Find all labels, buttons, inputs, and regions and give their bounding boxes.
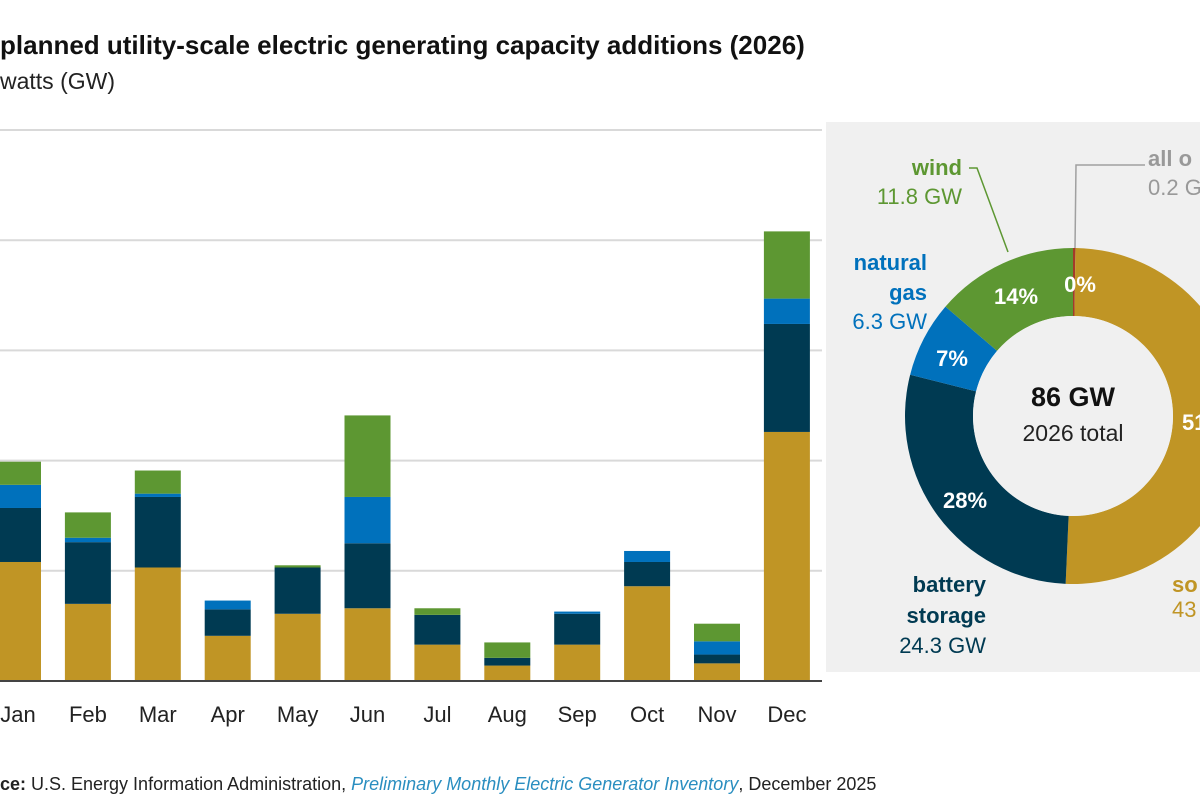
bar-segment-battery-storage-apr [204, 609, 251, 636]
x-tick-label: Jan [0, 702, 35, 727]
bar-segment-battery-storage-may [274, 567, 321, 614]
x-tick-label: Dec [767, 702, 806, 727]
legend-all-other-name: all o [1148, 146, 1192, 171]
bar-segment-solar-may [274, 613, 321, 681]
bar-segment-wind-nov [694, 623, 740, 642]
donut-chart: 86 GW 2026 total [904, 247, 1200, 584]
bar-segment-wind-may [274, 565, 321, 568]
bar-segment-wind-dec [763, 231, 810, 299]
chart-subtitle: watts (GW) [0, 68, 115, 94]
bar-segment-natural-gas-oct [624, 550, 671, 562]
bar-segment-solar-oct [624, 586, 671, 681]
bar-segment-battery-storage-oct [624, 561, 671, 587]
leader-line-all-other [1074, 164, 1145, 249]
bar-segment-solar-aug [484, 665, 531, 681]
bar-segment-natural-gas-dec [763, 298, 810, 324]
bar-segment-wind-jul [414, 608, 461, 615]
source-link[interactable]: Preliminary Monthly Electric Generator I… [351, 774, 739, 794]
bar-segment-solar-sep [554, 644, 601, 681]
source-text: U.S. Energy Information Administration, [26, 774, 352, 794]
pct-label-solar: 51 [1182, 410, 1200, 435]
x-tick-label: Aug [488, 702, 527, 727]
x-tick-label: May [277, 702, 319, 727]
bar-segment-wind-feb [64, 512, 111, 538]
source-date: , December 2025 [738, 774, 877, 794]
x-tick-labels: Jan Feb Mar Apr May Jun Jul Aug Sep Oct Nov Dec [0, 702, 806, 727]
bar-segment-natural-gas-sep [554, 611, 601, 614]
bar-segment-battery-storage-aug [484, 657, 531, 666]
bar-segment-battery-storage-mar [134, 496, 181, 568]
chart-title: planned utility-scale electric generatin… [0, 30, 805, 60]
pct-label-battery: 28% [943, 488, 987, 513]
bar-segment-wind-jun [344, 415, 391, 497]
donut-center-value: 86 GW [1031, 382, 1116, 412]
stacked-bars [0, 231, 810, 681]
bar-segment-battery-storage-jan [0, 507, 41, 562]
gridlines [0, 129, 822, 572]
bar-segment-natural-gas-jan [0, 484, 41, 508]
source-note: ce: U.S. Energy Information Administrati… [0, 774, 876, 795]
pct-label-all-other: 0% [1064, 272, 1096, 297]
bar-segment-battery-storage-jun [344, 543, 391, 609]
donut-slice-battery-storage [904, 374, 1069, 584]
legend-battery-value: 24.3 GW [899, 633, 986, 658]
legend-natural-gas-name-1: natural [854, 250, 927, 275]
donut-slice-solar [1065, 248, 1200, 584]
bar-segment-battery-storage-nov [694, 654, 740, 664]
legend-battery-name-1: battery [913, 572, 987, 597]
x-tick-label: Oct [630, 702, 664, 727]
donut-center-label: 2026 total [1022, 420, 1123, 446]
donut-slice-natural-gas [910, 306, 998, 392]
bar-segment-natural-gas-feb [64, 537, 111, 543]
x-tick-label: Nov [697, 702, 736, 727]
donut-hole [973, 316, 1173, 516]
bar-segment-solar-jun [344, 608, 391, 681]
bar-segment-solar-feb [64, 603, 111, 681]
bar-segment-battery-storage-jul [414, 614, 461, 645]
bar-segment-natural-gas-nov [694, 641, 740, 655]
legend-natural-gas-value: 6.3 GW [852, 309, 927, 334]
pct-label-natural-gas: 7% [936, 346, 968, 371]
bar-segment-wind-mar [134, 470, 181, 494]
bar-segment-natural-gas-apr [204, 600, 251, 610]
donut-slice-wind [945, 247, 1073, 351]
x-tick-label: Mar [139, 702, 177, 727]
bar-segment-battery-storage-sep [554, 613, 601, 645]
donut-labels: 0% 14% 7% 28% 51 wind 11.8 GW all o 0.2 G natural… [852, 146, 1200, 658]
pct-label-wind: 14% [994, 284, 1038, 309]
x-tick-label: Jul [423, 702, 451, 727]
legend-all-other-value: 0.2 G [1148, 175, 1200, 200]
legend-battery-name-2: storage [907, 603, 986, 628]
legend-solar-value: 43 [1172, 597, 1196, 622]
legend-solar-name: so [1172, 572, 1198, 597]
x-tick-label: Sep [558, 702, 597, 727]
x-tick-label: Apr [211, 702, 245, 727]
bar-segment-wind-jan [0, 461, 41, 485]
bar-segment-natural-gas-mar [134, 493, 181, 497]
legend-wind-name: wind [911, 155, 962, 180]
donut-slice-all-other [1073, 248, 1076, 317]
bar-segment-solar-mar [134, 567, 181, 681]
leader-line-wind [969, 167, 1009, 253]
bar-segment-battery-storage-dec [763, 323, 810, 432]
source-prefix: ce: [0, 774, 27, 794]
bar-segment-battery-storage-feb [64, 542, 111, 604]
legend-wind-value: 11.8 GW [877, 184, 962, 209]
bar-segment-solar-dec [763, 431, 810, 681]
bar-segment-solar-jan [0, 561, 41, 681]
bar-segment-solar-apr [204, 635, 251, 681]
legend-natural-gas-name-2: gas [889, 280, 927, 305]
bar-segment-natural-gas-jun [344, 496, 391, 544]
x-tick-label: Feb [69, 702, 107, 727]
bar-segment-solar-nov [694, 663, 740, 681]
x-tick-label: Jun [350, 702, 385, 727]
bar-segment-solar-jul [414, 644, 461, 681]
bar-segment-wind-aug [484, 642, 531, 658]
